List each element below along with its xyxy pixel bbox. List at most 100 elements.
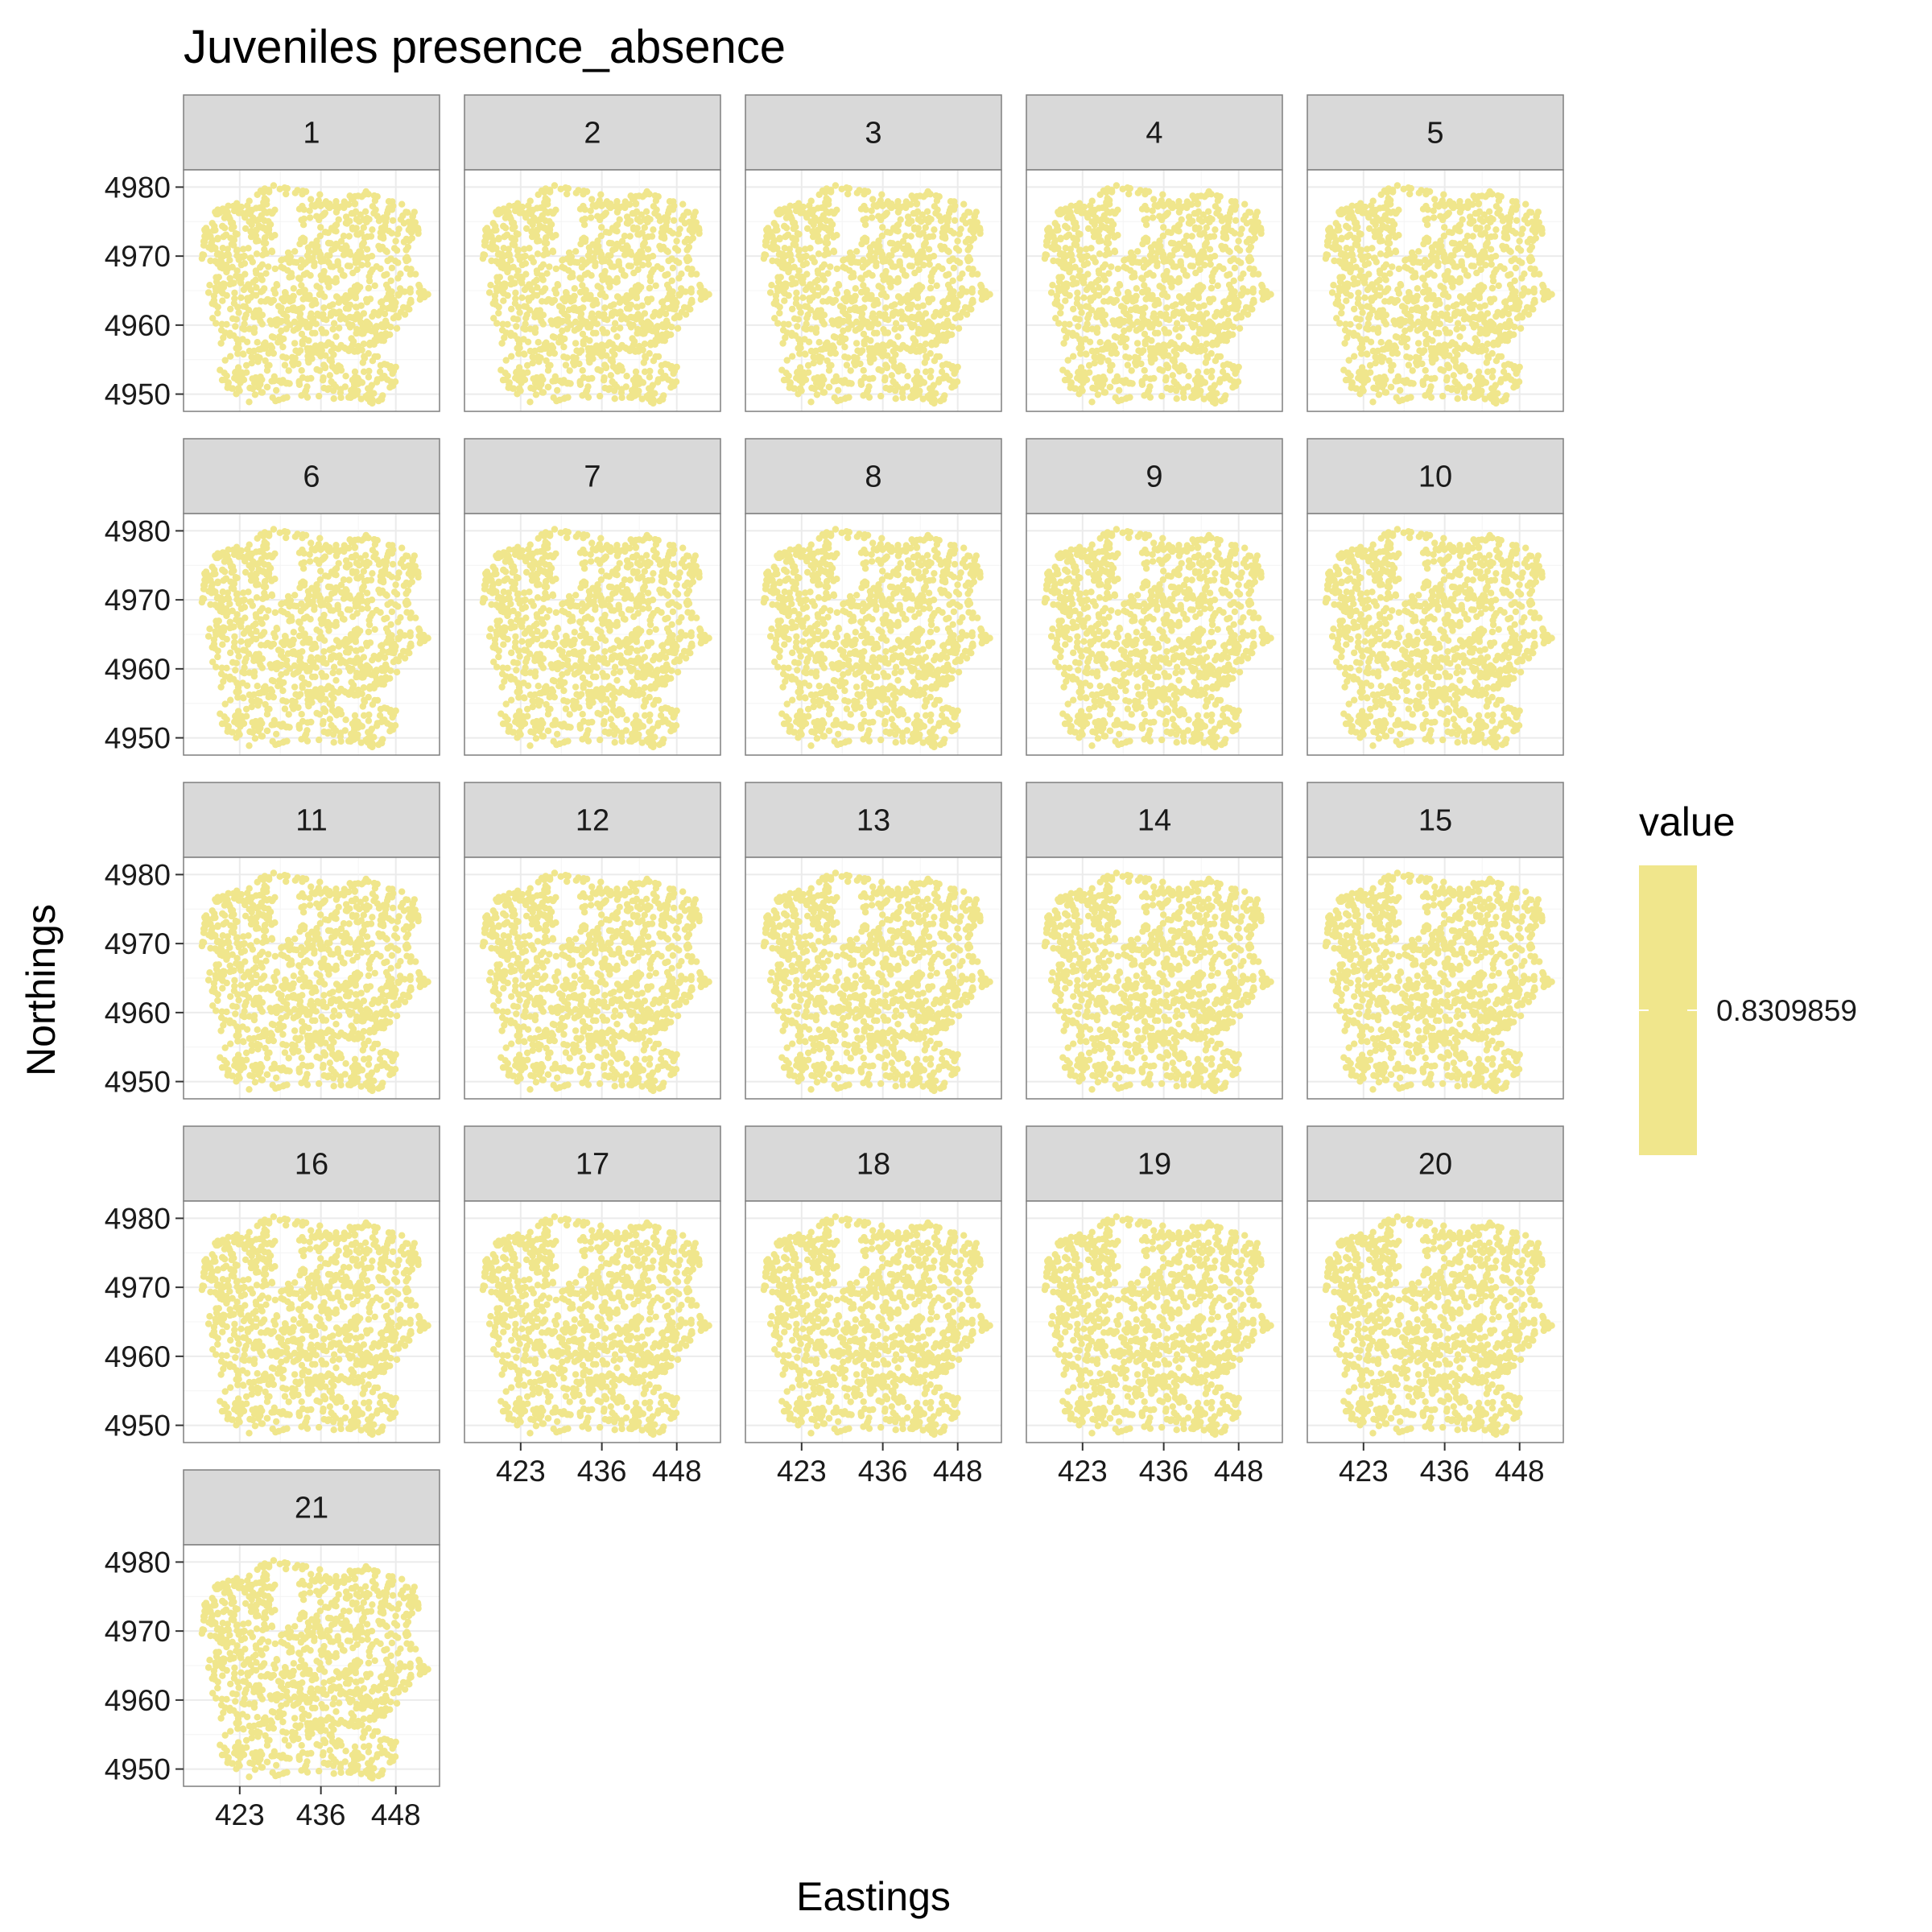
panel-border <box>1307 513 1564 756</box>
panel-border <box>1307 169 1564 412</box>
chart-title: Juveniles presence_absence <box>184 21 786 73</box>
y-tick-label: 4970 <box>105 1271 171 1304</box>
y-tick-label: 4960 <box>105 997 171 1030</box>
facet-21: 21 4950 4960 4970 4980 423 436 448 <box>105 1469 440 1831</box>
facet-strip <box>183 782 440 858</box>
y-tick-label: 4960 <box>105 653 171 686</box>
panel-border <box>745 513 1002 756</box>
panel-border <box>183 1544 440 1787</box>
panel <box>1026 513 1283 756</box>
y-tick-label: 4980 <box>105 1546 171 1579</box>
facet-11: 11 4950 4960 4970 4980 <box>105 782 440 1100</box>
y-tick-label: 4980 <box>105 1202 171 1235</box>
x-tick-label: 436 <box>1420 1455 1470 1488</box>
panel-border <box>1026 169 1283 412</box>
data-points <box>760 869 993 1095</box>
y-tick-label: 4980 <box>105 858 171 891</box>
facet-strip-label: 12 <box>576 804 609 838</box>
facet-strip <box>1026 782 1283 858</box>
facet-strip-label: 3 <box>865 117 881 151</box>
panel <box>183 857 440 1100</box>
panel <box>1026 1200 1283 1443</box>
y-tick-label: 4950 <box>105 1410 171 1443</box>
panel-border <box>745 1200 1002 1443</box>
facet-strip <box>464 94 721 171</box>
facet-19: 19 423 436 448 <box>1026 1125 1283 1488</box>
data-points <box>198 1213 431 1439</box>
panel <box>1026 857 1283 1100</box>
y-tick-label: 4980 <box>105 171 171 204</box>
y-tick-label: 4950 <box>105 722 171 755</box>
x-tick-label: 423 <box>496 1455 546 1488</box>
data-points <box>1041 869 1274 1095</box>
facet-strip-label: 21 <box>295 1492 328 1525</box>
y-tick-label: 4960 <box>105 1684 171 1717</box>
facet-3: 3 <box>745 94 1002 412</box>
panel <box>183 1200 440 1443</box>
facet-strip-label: 10 <box>1418 460 1452 494</box>
data-points <box>1041 1213 1274 1439</box>
facet-8: 8 <box>745 438 1002 756</box>
data-points <box>479 526 712 751</box>
panel-border <box>183 1200 440 1443</box>
y-tick-label: 4970 <box>105 1615 171 1648</box>
data-points <box>760 526 993 751</box>
y-tick-label: 4970 <box>105 240 171 273</box>
y-tick-label: 4950 <box>105 378 171 411</box>
legend: value 0.8309859 <box>1639 799 1857 1155</box>
x-tick-label: 436 <box>1139 1455 1189 1488</box>
panel-border <box>1307 857 1564 1100</box>
facet-strip-label: 15 <box>1418 804 1452 838</box>
facet-strip <box>1026 94 1283 171</box>
x-tick-label: 448 <box>1214 1455 1264 1488</box>
facet-strip <box>183 438 440 514</box>
data-points <box>198 869 431 1095</box>
facet-strip-label: 6 <box>303 460 320 494</box>
facet-strip-label: 11 <box>295 804 327 838</box>
x-tick-label: 423 <box>1058 1455 1108 1488</box>
facet-2: 2 <box>464 94 721 412</box>
facet-strip-label: 16 <box>295 1148 328 1182</box>
facet-16: 16 4950 4960 4970 4980 <box>105 1125 440 1443</box>
x-tick-label: 448 <box>652 1455 702 1488</box>
facet-strip-label: 9 <box>1146 460 1162 494</box>
panel-border <box>183 857 440 1100</box>
x-tick-label: 423 <box>1339 1455 1389 1488</box>
data-points <box>198 526 431 751</box>
panel-border <box>745 857 1002 1100</box>
panel <box>1307 169 1564 412</box>
facet-strip-label: 7 <box>584 460 601 494</box>
panel <box>464 1200 721 1443</box>
facet-4: 4 <box>1026 94 1283 412</box>
panel-border <box>745 169 1002 412</box>
data-points <box>198 1557 431 1782</box>
facet-grid: 1 4950 4960 4970 4980 2 3 4 5 6 4950 4960 4970 4980 7 8… <box>105 94 1564 1831</box>
legend-title: value <box>1639 799 1736 844</box>
x-axis-title: Eastings <box>796 1874 951 1919</box>
panel <box>1307 857 1564 1100</box>
panel <box>745 857 1002 1100</box>
panel <box>745 169 1002 412</box>
facet-strip <box>745 94 1002 171</box>
facet-5: 5 <box>1307 94 1564 412</box>
y-tick-label: 4950 <box>105 1066 171 1099</box>
facet-strip <box>1307 438 1564 514</box>
y-tick-label: 4980 <box>105 514 171 547</box>
facet-strip-label: 8 <box>865 460 881 494</box>
facet-strip-label: 18 <box>857 1148 890 1182</box>
panel-border <box>1026 857 1283 1100</box>
data-points <box>198 182 431 407</box>
facet-6: 6 4950 4960 4970 4980 <box>105 438 440 756</box>
facet-18: 18 423 436 448 <box>745 1125 1002 1488</box>
y-tick-label: 4960 <box>105 1340 171 1373</box>
panel <box>1307 1200 1564 1443</box>
panel <box>464 513 721 756</box>
facet-13: 13 <box>745 782 1002 1100</box>
panel <box>464 169 721 412</box>
facet-strip-label: 17 <box>576 1148 609 1182</box>
panel-border <box>464 513 721 756</box>
x-tick-label: 436 <box>577 1455 627 1488</box>
panel <box>1026 169 1283 412</box>
panel <box>1307 513 1564 756</box>
